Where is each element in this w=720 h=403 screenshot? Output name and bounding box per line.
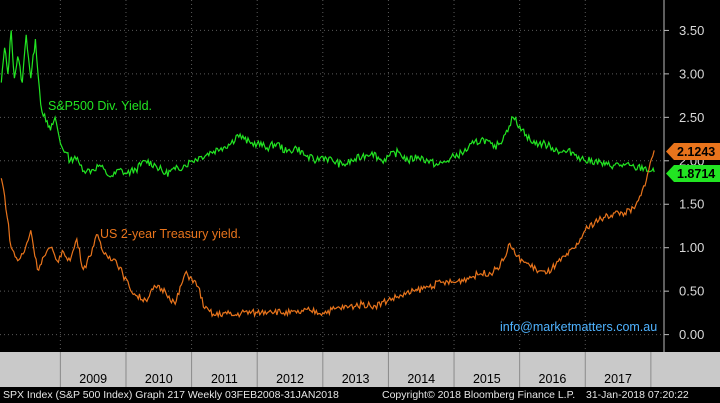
email-annotation: info@marketmatters.com.au [500, 320, 657, 334]
x-tick-label: 2015 [473, 372, 501, 386]
y-tick-label: 0.00 [679, 327, 704, 342]
x-tick-label: 2017 [604, 372, 632, 386]
x-tick-label: 2011 [211, 372, 238, 386]
x-tick-label: 2012 [276, 372, 304, 386]
last-value-badges: 1.8714 2.1243 [666, 143, 720, 182]
badge-shape [666, 143, 720, 160]
y-axis: 0.000.501.001.502.002.503.003.50 [663, 0, 704, 352]
series-labels: S&P500 Div. Yield. US 2-year Treasury yie… [48, 99, 241, 241]
footer-copyright: Copyright© 2018 Bloomberg Finance L.P. [382, 389, 576, 401]
x-tick-label: 2016 [539, 372, 567, 386]
badge-value: 2.1243 [677, 145, 715, 159]
plot-background [0, 0, 664, 352]
badge-value: 1.8714 [677, 167, 715, 181]
y-tick-label: 2.50 [679, 110, 704, 125]
series-group [0, 30, 655, 319]
x-tick-label: 2010 [145, 372, 173, 386]
y-tick-label: 3.50 [679, 23, 704, 38]
last-value-badge: 1.8714 [666, 165, 720, 182]
x-axis-band [0, 352, 720, 387]
footer-left: SPX Index (S&P 500 Index) Graph 217 Week… [3, 389, 339, 401]
x-tick-label: 2014 [407, 372, 435, 386]
x-tick-label: 2009 [79, 372, 107, 386]
badge-shape [666, 165, 720, 182]
series-label: US 2-year Treasury yield. [100, 227, 241, 241]
y-tick-label: 1.50 [679, 197, 704, 212]
y-tick-label: 3.00 [679, 66, 704, 81]
x-tick-label: 2013 [342, 372, 370, 386]
last-value-badge: 2.1243 [666, 143, 720, 160]
series-line-dividend-yield [0, 30, 655, 178]
x-axis: 2009 2010 2011 2012 2013 2014 2015 2016 2017 [59, 352, 652, 387]
series-label: S&P500 Div. Yield. [48, 99, 152, 113]
y-tick-label: 0.50 [679, 284, 704, 299]
series-line-treasury-yield [0, 150, 655, 319]
footer-timestamp: 31-Jan-2018 07:20:22 [586, 389, 689, 401]
grid-lines [0, 0, 664, 352]
footer-bar: SPX Index (S&P 500 Index) Graph 217 Week… [0, 387, 720, 403]
y-tick-label: 1.00 [679, 240, 704, 255]
